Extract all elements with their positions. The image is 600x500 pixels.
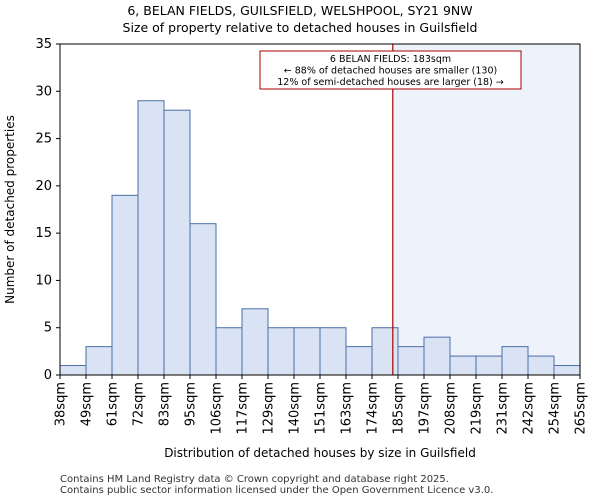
bar [293,327,321,376]
bar [59,365,87,376]
y-tick-label: 0 [44,368,52,383]
bar [111,194,139,376]
bar [449,355,477,376]
x-tick-label: 242sqm [522,382,537,435]
x-tick-label: 231sqm [496,382,511,435]
annotation-line: 6 BELAN FIELDS: 183sqm [330,54,451,65]
bar [501,346,529,376]
bar [163,109,191,376]
x-tick-label: 117sqm [236,382,251,435]
x-tick-label: 129sqm [262,382,277,435]
y-axis-label: Number of detached properties [3,115,17,304]
bar [397,346,425,376]
x-tick-label: 265sqm [574,382,589,435]
footer-line2: Contains public sector information licen… [60,485,494,496]
bar [215,327,243,376]
y-tick-label: 25 [35,132,52,147]
bar [85,346,113,376]
x-tick-label: 151sqm [314,382,329,435]
x-axis-label: Distribution of detached houses by size … [164,446,476,460]
x-tick-label: 254sqm [548,382,563,435]
y-tick-label: 20 [35,179,52,194]
x-tick-label: 49sqm [80,382,95,426]
bar [137,100,165,376]
chart-title-line1: 6, BELAN FIELDS, GUILSFIELD, WELSHPOOL, … [127,3,473,18]
annotation-line: 12% of semi-detached houses are larger (… [277,77,504,88]
footer-line1: Contains HM Land Registry data © Crown c… [60,474,449,485]
x-tick-label: 185sqm [392,382,407,435]
x-tick-label: 38sqm [54,382,69,426]
bar [527,355,555,376]
x-tick-label: 83sqm [158,382,173,426]
bar [553,365,581,376]
annotation-line: ← 88% of detached houses are smaller (13… [284,66,497,77]
bar [241,308,269,376]
x-tick-label: 174sqm [366,382,381,435]
bar [345,346,373,376]
y-tick-label: 5 [44,321,52,336]
bar [189,223,217,376]
highlight-region [392,44,580,375]
x-tick-label: 140sqm [288,382,303,435]
bar [423,336,451,376]
y-tick-label: 10 [35,273,52,288]
annotation-box [259,50,522,90]
x-tick-label: 219sqm [470,382,485,435]
chart-title-line2: Size of property relative to detached ho… [122,20,478,35]
bar [319,327,347,376]
bar [267,327,295,376]
bar [371,327,399,376]
x-tick-label: 95sqm [184,382,199,426]
y-tick-label: 15 [35,226,52,241]
bar [475,355,503,376]
y-tick-label: 35 [35,37,52,52]
x-tick-label: 163sqm [340,382,355,435]
x-tick-label: 208sqm [444,382,459,435]
x-tick-label: 197sqm [418,382,433,435]
y-tick-label: 30 [35,84,52,99]
x-tick-label: 106sqm [210,382,225,435]
x-tick-label: 61sqm [106,382,121,426]
x-tick-label: 72sqm [132,382,147,426]
